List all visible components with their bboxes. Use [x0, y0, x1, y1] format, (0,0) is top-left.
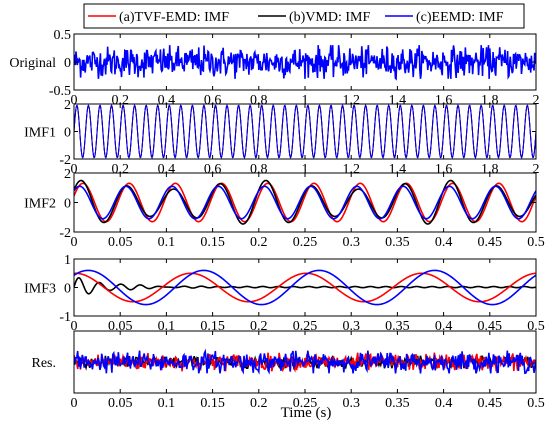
panel-5-xtick-label-9: 0.45	[478, 396, 503, 411]
panel-2-ytick-label-1: 0	[64, 126, 71, 141]
panel-1-series-1	[74, 45, 536, 81]
panel-1-ytick-label-0: -0.5	[49, 84, 71, 99]
panel-4-xtick-label-5: 0.25	[293, 319, 318, 334]
panel-2-xtick-label-10: 2	[533, 162, 540, 177]
panel-3-xtick-label-8: 0.4	[435, 235, 453, 250]
panel-1-ylabel: Original	[9, 56, 56, 71]
panel-5-xtick-label-8: 0.4	[435, 396, 453, 411]
panel-3-xtick-label-5: 0.25	[293, 235, 318, 250]
panel-5-xtick-label-10: 0.5	[527, 396, 545, 411]
panel-3-ytick-label-0: -2	[59, 226, 71, 241]
panel-3-xtick-label-10: 0.5	[527, 235, 545, 250]
panel-5-xtick-label-0: 0	[71, 396, 78, 411]
panel-4-xtick-label-7: 0.35	[385, 319, 410, 334]
panel-3-xtick-label-9: 0.45	[478, 235, 503, 250]
panel-3-xtick-label-0: 0	[71, 235, 78, 250]
panel-4-ylabel: IMF3	[24, 282, 56, 297]
panel-4-ytick-label-1: 0	[64, 282, 71, 297]
legend: (a)TVF-EMD: IMF (b)VMD: IMF (c)EEMD: IMF	[83, 3, 525, 29]
panel-4-series-1	[74, 277, 536, 295]
panel-1-xtick-label-5: 1	[302, 93, 309, 108]
panel-3-xtick-label-1: 0.05	[108, 235, 133, 250]
panel-2-ytick-label-0: -2	[59, 153, 71, 168]
panel-5-xtick-label-5: 0.25	[293, 396, 318, 411]
panel-3-xtick-label-6: 0.3	[342, 235, 360, 250]
panel-1-ytick-label-1: 0	[64, 56, 71, 71]
legend-label-vmd: (b)VMD: IMF	[289, 10, 370, 25]
panel-5-xtick-label-1: 0.05	[108, 396, 133, 411]
legend-box	[83, 3, 525, 29]
legend-label-tvf: (a)TVF-EMD: IMF	[119, 10, 229, 25]
panel-4-ytick-label-0: -1	[59, 310, 71, 325]
panel-1: 0 0.2 0.4 0.6 0.8 1 1.2 1.4 1.6 1.8 2-0.500.5Origi…	[9, 28, 539, 108]
panel-2-xtick-label-0: 0	[71, 162, 78, 177]
panel-3-series-3	[74, 185, 536, 220]
panel-4-xtick-label-6: 0.3	[342, 319, 360, 334]
panel-4-xtick-label-4: 0.2	[250, 319, 268, 334]
panel-4-xtick-label-2: 0.1	[158, 319, 176, 334]
panel-3-xtick-label-7: 0.35	[385, 235, 410, 250]
panel-3: 0 0.05 0.1 0.15 0.2 0.25 0.3 0.35 0.4 0.45 0.5-202…	[24, 167, 545, 250]
panel-4-xtick-label-10: 0.5	[527, 319, 545, 334]
x-axis-label: Time (s)	[281, 405, 332, 421]
panel-5-xtick-label-4: 0.2	[250, 396, 268, 411]
legend-label-eemd: (c)EEMD: IMF	[416, 10, 504, 25]
panel-4: 0 0.05 0.1 0.15 0.2 0.25 0.3 0.35 0.4 0.45 0.5-101…	[24, 253, 545, 334]
panel-3-xtick-label-4: 0.2	[250, 235, 268, 250]
panel-2-ylabel: IMF1	[24, 126, 56, 141]
panel-4-xtick-label-8: 0.4	[435, 319, 453, 334]
panel-4-series-3	[74, 269, 536, 306]
panel-2-series-3	[74, 104, 536, 159]
panel-1-xtick-label-10: 2	[533, 93, 540, 108]
panel-3-ytick-label-1: 0	[64, 197, 71, 212]
panel-5: 0 0.05 0.1 0.15 0.2 0.25 0.3 0.35 0.4 0.45 0.5 Res.	[32, 330, 545, 411]
panel-3-xtick-label-2: 0.1	[158, 235, 176, 250]
panel-4-series-2	[74, 272, 536, 303]
panel-3-ytick-label-2: 2	[64, 167, 71, 182]
panel-4-xtick-label-9: 0.45	[478, 319, 503, 334]
panel-5-series-3	[74, 348, 536, 375]
panel-3-series-1	[74, 182, 536, 223]
panel-5-xtick-label-6: 0.3	[342, 396, 360, 411]
panel-4-ytick-label-2: 1	[64, 253, 71, 268]
panel-4-xtick-label-1: 0.05	[108, 319, 133, 334]
panel-3-frame	[73, 172, 537, 233]
panel-5-xtick-label-3: 0.15	[200, 396, 225, 411]
panel-1-ytick-label-2: 0.5	[54, 28, 72, 43]
panel-5-ylabel: Res.	[32, 356, 57, 371]
panel-2-ytick-label-2: 2	[64, 98, 71, 113]
panel-2-xtick-label-5: 1	[302, 162, 309, 177]
panel-3-xtick-label-3: 0.15	[200, 235, 225, 250]
panel-5-xtick-label-2: 0.1	[158, 396, 176, 411]
panel-4-xtick-label-3: 0.15	[200, 319, 225, 334]
panel-1-xtick-label-0: 0	[71, 93, 78, 108]
panels: 0 0.2 0.4 0.6 0.8 1 1.2 1.4 1.6 1.8 2-0.500.5Origi…	[9, 28, 544, 411]
panel-5-xtick-label-7: 0.35	[385, 396, 410, 411]
panel-4-xtick-label-0: 0	[71, 319, 78, 334]
panel-3-series-2	[74, 179, 536, 225]
panel-3-ylabel: IMF2	[24, 197, 56, 212]
